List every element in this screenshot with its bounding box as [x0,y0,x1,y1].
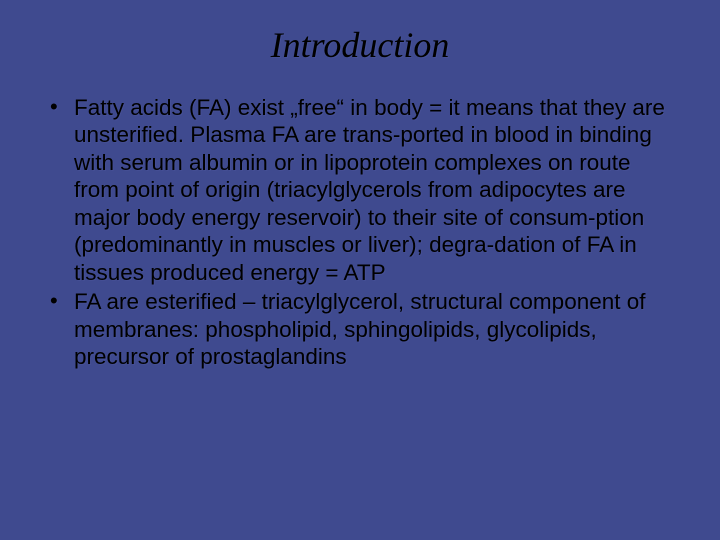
bullet-list: Fatty acids (FA) exist „free“ in body = … [40,94,680,370]
list-item: FA are esterified – triacylglycerol, str… [40,288,680,370]
slide: Introduction Fatty acids (FA) exist „fre… [0,0,720,540]
slide-title: Introduction [40,24,680,66]
list-item: Fatty acids (FA) exist „free“ in body = … [40,94,680,286]
